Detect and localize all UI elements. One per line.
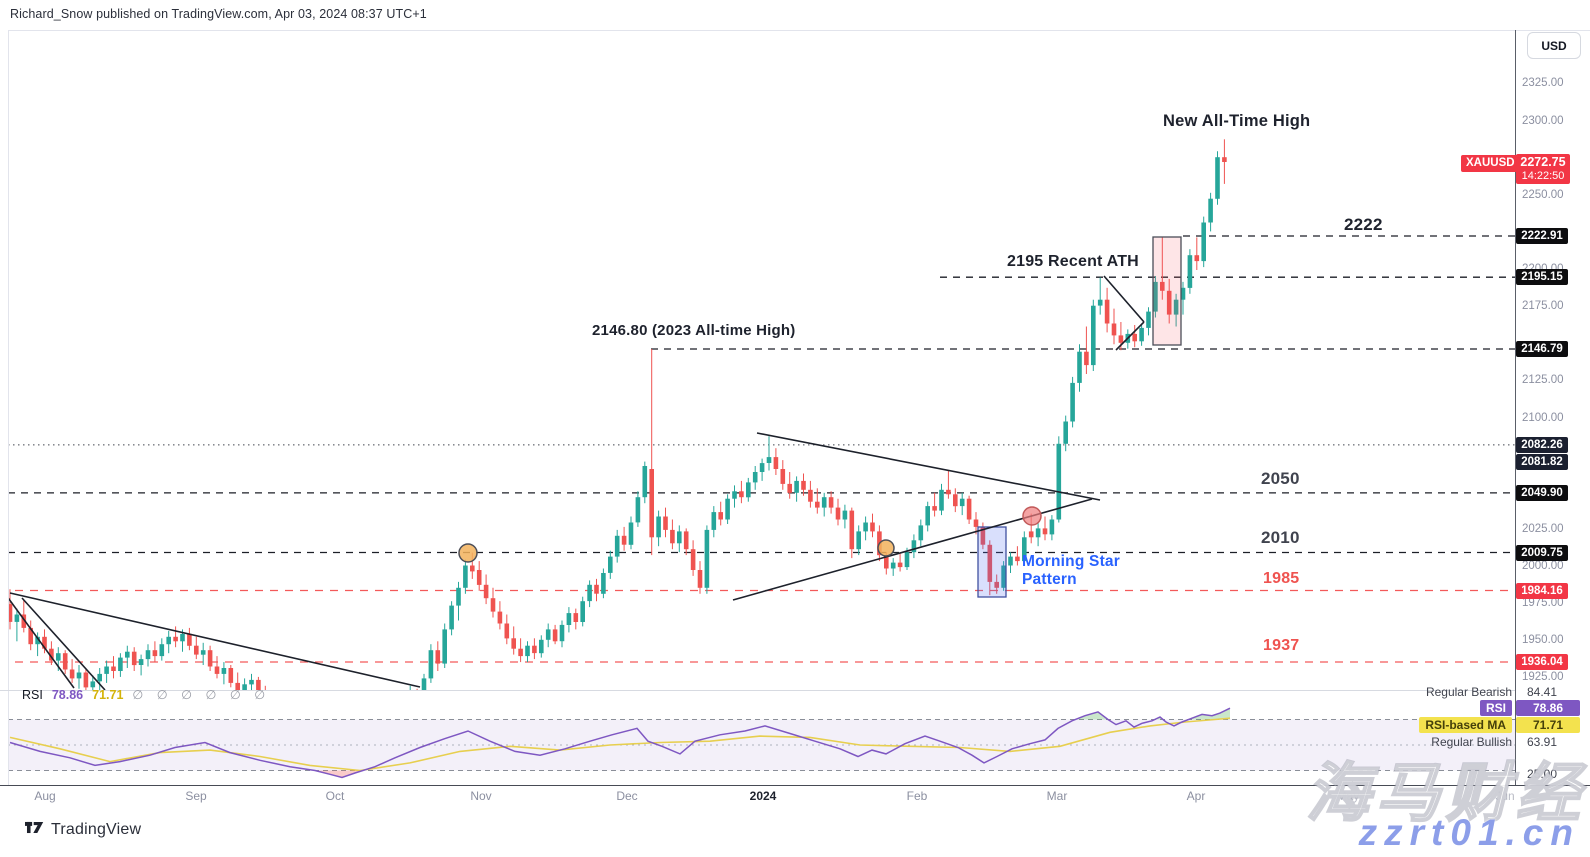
level-touch-marker-circle[interactable] — [1022, 506, 1042, 526]
price-tick-2000.00: 2000.00 — [1522, 560, 1564, 572]
price-level-badge-1936.04: 1936.04 — [1516, 654, 1568, 670]
chart-top-border — [8, 30, 1590, 31]
rsi-indicator-legend[interactable]: RSI 78.86 71.71 ∅ ∅ ∅ ∅ ∅ ∅ — [22, 687, 271, 703]
trendline[interactable] — [1115, 321, 1145, 351]
rsi-line — [9, 707, 1231, 779]
time-label-Sep: Sep — [185, 789, 207, 803]
price-pane — [6, 139, 1515, 690]
trendline[interactable] — [1103, 275, 1145, 323]
price-tick-2300.00: 2300.00 — [1522, 115, 1564, 127]
symbol-label-badge: XAUUSD — [1461, 155, 1520, 172]
time-label-May: May — [1336, 789, 1360, 803]
price-level-badge-2222.91: 2222.91 — [1516, 228, 1568, 244]
rsi-oversold-fill — [315, 770, 363, 778]
time-label-Oct: Oct — [325, 789, 345, 803]
price-tick-2100.00: 2100.00 — [1522, 412, 1564, 424]
morning-star-box[interactable] — [977, 526, 1007, 598]
rsi-ma-line — [9, 717, 1231, 772]
price-scale-separator — [1515, 30, 1516, 785]
time-label-Jun: Jun — [1495, 789, 1515, 803]
price-level-badge-2081.82: 2081.82 — [1516, 454, 1568, 470]
trendline[interactable] — [9, 592, 421, 688]
time-label-Aug: Aug — [34, 789, 56, 803]
price-level-badge-2146.79: 2146.79 — [1516, 341, 1568, 357]
price-level-badge-2195.15: 2195.15 — [1516, 269, 1568, 285]
tradingview-brand-text: TradingView — [51, 821, 142, 838]
last-price-badge: 2272.75 14:22:50 — [1516, 154, 1570, 184]
breakout-zone-box[interactable] — [1152, 236, 1182, 346]
price-level-badge-2049.90: 2049.90 — [1516, 485, 1568, 501]
watermark-cjk-text: 海马财经 — [1305, 756, 1586, 830]
trendline[interactable] — [756, 432, 1101, 501]
price-tick-2125.00: 2125.00 — [1522, 374, 1564, 386]
tradingview-logo-icon — [25, 818, 44, 842]
rsi-ma-legend-value: 71.71 — [92, 687, 124, 702]
chart-left-border — [8, 30, 9, 785]
time-label-Nov: Nov — [470, 789, 492, 803]
time-label-Apr: Apr — [1186, 789, 1206, 803]
rsi-legend-value: 78.86 — [51, 687, 84, 702]
trendline[interactable] — [21, 597, 106, 690]
rsi-overbought-fill — [1188, 708, 1230, 720]
price-tick-2025.00: 2025.00 — [1522, 523, 1564, 535]
time-axis-separator — [0, 785, 1590, 786]
level-touch-marker-circle[interactable] — [877, 539, 895, 557]
bar-countdown: 14:22:50 — [1521, 170, 1565, 182]
rsi-legend-empty-params: ∅ ∅ ∅ ∅ ∅ ∅ — [132, 688, 271, 702]
trendline[interactable] — [6, 595, 75, 689]
price-level-badge-1984.16: 1984.16 — [1516, 583, 1568, 599]
currency-toggle-button[interactable]: USD — [1527, 32, 1581, 59]
price-tick-2175.00: 2175.00 — [1522, 300, 1564, 312]
price-tick-2250.00: 2250.00 — [1522, 189, 1564, 201]
time-label-Mar: Mar — [1046, 789, 1068, 803]
time-label-Dec: Dec — [616, 789, 638, 803]
pane-separator — [0, 690, 1515, 691]
level-touch-marker-circle[interactable] — [458, 543, 478, 563]
last-price-value: 2272.75 — [1520, 155, 1566, 169]
price-tick-1975.00: 1975.00 — [1522, 597, 1564, 609]
tradingview-footer[interactable]: TradingView — [25, 818, 141, 842]
price-tick-1950.00: 1950.00 — [1522, 634, 1564, 646]
time-label-2024: 2024 — [749, 789, 777, 803]
price-tick-1925.00: 1925.00 — [1522, 671, 1564, 683]
price-level-badge-2009.75: 2009.75 — [1516, 545, 1568, 561]
attribution-text: Richard_Snow published on TradingView.co… — [10, 7, 427, 21]
price-tick-2325.00: 2325.00 — [1522, 77, 1564, 89]
rsi-pane — [8, 707, 1515, 779]
time-label-Feb: Feb — [906, 789, 928, 803]
price-level-badge-2082.26: 2082.26 — [1516, 437, 1568, 453]
watermark-url-text: zzrt01.cn — [1358, 812, 1580, 853]
rsi-legend-title: RSI — [22, 687, 43, 702]
